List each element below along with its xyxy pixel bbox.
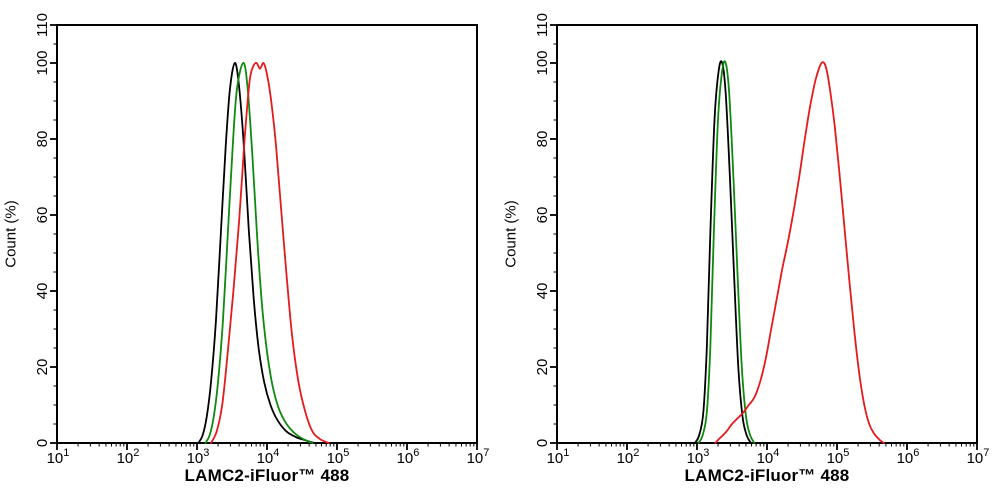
histogram-panel-left: Count (%) LAMC2-iFluor™ 488 101 102 103 104… xyxy=(3,13,490,485)
plot-frame xyxy=(56,24,478,444)
x-tick-label: 105 xyxy=(827,447,850,467)
plot-frame xyxy=(556,24,978,444)
x-tick-label: 106 xyxy=(397,447,420,467)
histogram-curve-black xyxy=(694,60,752,444)
y-tick-label: 80 xyxy=(534,131,551,148)
x-tick-label: 101 xyxy=(547,447,570,467)
y-tick-label: 80 xyxy=(34,131,51,148)
y-tick-label: 110 xyxy=(534,13,551,37)
histogram-curve-black xyxy=(197,62,316,444)
x-tick-label: 101 xyxy=(47,447,70,467)
x-tick-label: 104 xyxy=(757,447,780,467)
histogram-panel-right: Count (%) LAMC2-iFluor™ 488 101 102 103 104… xyxy=(497,0,994,501)
histogram-plot-right: 101 102 103 104 105 106 107 0 20 40 60 80 100 110 xyxy=(534,13,990,467)
histogram-curve-green xyxy=(204,62,314,444)
y-tick-label: 0 xyxy=(534,439,551,447)
y-tick-label: 40 xyxy=(34,283,51,300)
y-tick-label: 100 xyxy=(534,50,551,75)
x-tick-label: 105 xyxy=(327,447,350,467)
histogram-plot-left: 101 102 103 104 105 106 107 0 20 40 60 80 100 110 xyxy=(34,13,490,467)
y-tick-label: 20 xyxy=(534,359,551,376)
x-tick-label: 103 xyxy=(687,447,710,467)
x-tick-label: 107 xyxy=(467,447,490,467)
x-axis-title-left: LAMC2-iFluor™ 488 xyxy=(184,466,350,485)
x-tick-label: 102 xyxy=(117,447,140,467)
y-tick-label: 20 xyxy=(34,359,51,376)
x-tick-label: 107 xyxy=(967,447,990,467)
x-tick-label: 103 xyxy=(187,447,210,467)
y-tick-label: 100 xyxy=(34,50,51,75)
x-tick-label: 104 xyxy=(257,447,280,467)
histogram-curve-red xyxy=(210,62,330,444)
y-tick-label: 60 xyxy=(34,207,51,224)
y-tick-label: 60 xyxy=(534,207,551,224)
x-tick-label: 106 xyxy=(897,447,920,467)
y-tick-label: 40 xyxy=(534,283,551,300)
y-tick-label: 110 xyxy=(34,13,51,37)
histogram-curve-red xyxy=(714,61,885,444)
x-tick-label: 102 xyxy=(617,447,640,467)
x-axis-title-right: LAMC2-iFluor™ 488 xyxy=(684,466,850,485)
y-tick-label: 0 xyxy=(34,439,51,447)
histogram-curve-green xyxy=(697,60,756,444)
